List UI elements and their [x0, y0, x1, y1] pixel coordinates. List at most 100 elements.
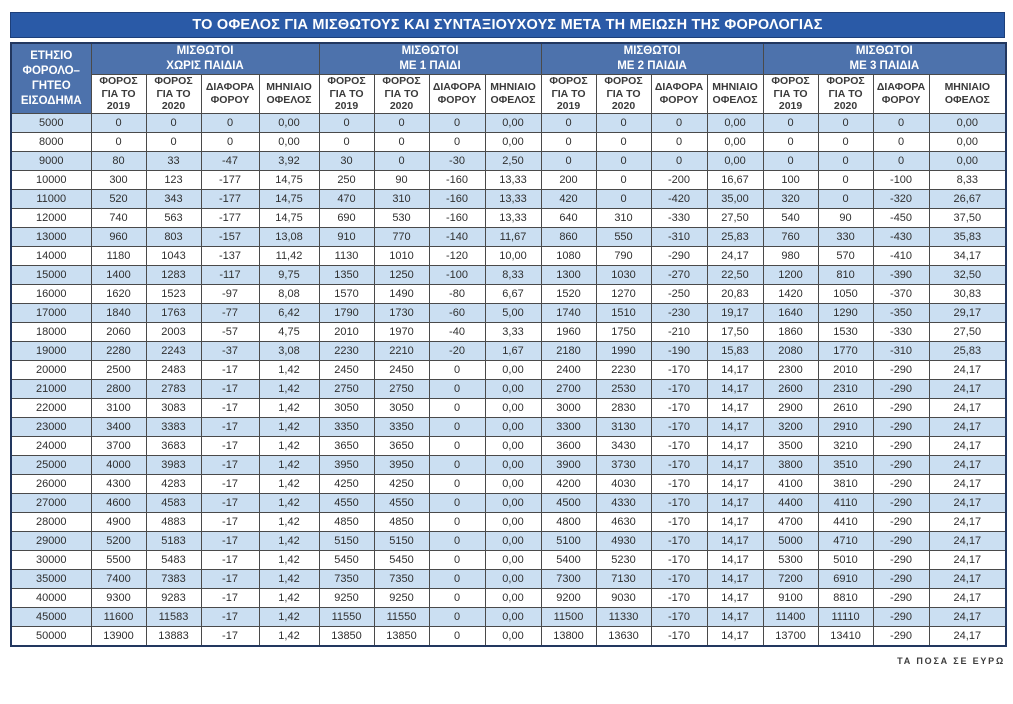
value-cell: 1300: [540, 265, 597, 286]
value-cell: -170: [650, 398, 708, 419]
value-cell: 4410: [817, 512, 874, 533]
value-cell: 123: [145, 170, 202, 191]
table-row: 13000 960 803 -157 13,08 910 770 -140 11,67 860 55…: [10, 227, 1007, 248]
value-cell: 4330: [595, 493, 652, 514]
sub-header: ΦΟΡΟΣ ΓΙΑ ΤΟ 2020: [817, 73, 874, 115]
value-cell: 13630: [595, 626, 652, 647]
value-cell: 3900: [540, 455, 597, 476]
value-cell: 14,17: [706, 379, 764, 400]
value-cell: 0: [817, 151, 874, 172]
value-cell: 2310: [817, 379, 874, 400]
value-cell: 5000: [762, 531, 819, 552]
value-cell: -17: [200, 455, 260, 476]
value-cell: 14,17: [706, 607, 764, 628]
value-cell: 0: [762, 113, 819, 134]
value-cell: 0,00: [484, 113, 542, 134]
value-cell: 803: [145, 227, 202, 248]
value-cell: 0: [595, 151, 652, 172]
value-cell: 0: [145, 113, 202, 134]
sub-header: ΔΙΑΦΟΡΑ ΦΟΡΟΥ: [200, 73, 260, 115]
value-cell: 5100: [540, 531, 597, 552]
value-cell: 0: [428, 113, 486, 134]
value-cell: 2060: [90, 322, 147, 343]
value-cell: 3650: [318, 436, 375, 457]
value-cell: -160: [428, 208, 486, 229]
value-cell: 200: [540, 170, 597, 191]
value-cell: 790: [595, 246, 652, 267]
value-cell: -290: [650, 246, 708, 267]
value-cell: -170: [650, 569, 708, 590]
value-cell: 24,17: [928, 436, 1007, 457]
value-cell: 3650: [373, 436, 430, 457]
table-row: 26000 4300 4283 -17 1,42 4250 4250 0 0,00 4200 403…: [10, 474, 1007, 495]
value-cell: 10,00: [484, 246, 542, 267]
value-cell: 0: [428, 417, 486, 438]
value-cell: 1,42: [258, 474, 320, 495]
value-cell: -410: [872, 246, 930, 267]
value-cell: -290: [872, 588, 930, 609]
value-cell: 4500: [540, 493, 597, 514]
value-cell: 0: [90, 132, 147, 153]
value-cell: -230: [650, 303, 708, 324]
value-cell: 30: [318, 151, 375, 172]
income-cell: 14000: [10, 246, 92, 267]
value-cell: -177: [200, 208, 260, 229]
value-cell: 24,17: [928, 569, 1007, 590]
value-cell: 2230: [318, 341, 375, 362]
value-cell: -17: [200, 569, 260, 590]
value-cell: 11500: [540, 607, 597, 628]
income-cell: 35000: [10, 569, 92, 590]
value-cell: 13,08: [258, 227, 320, 248]
value-cell: -157: [200, 227, 260, 248]
value-cell: 0: [428, 569, 486, 590]
value-cell: 9250: [318, 588, 375, 609]
value-cell: -100: [872, 170, 930, 191]
value-cell: 24,17: [928, 512, 1007, 533]
value-cell: 810: [817, 265, 874, 286]
value-cell: 0,00: [484, 550, 542, 571]
value-cell: 3500: [762, 436, 819, 457]
value-cell: -290: [872, 531, 930, 552]
table-row: 17000 1840 1763 -77 6,42 1790 1730 -60 5,00 1740 1…: [10, 303, 1007, 324]
sub-header: ΜΗΝΙΑΙΟ ΟΦΕΛΟΣ: [484, 73, 542, 115]
value-cell: -290: [872, 360, 930, 381]
value-cell: 1043: [145, 246, 202, 267]
table-row: 9000 80 33 -47 3,92 30 0 -30 2,50 0 0 0 0,00 0 0 0 0,00: [10, 151, 1007, 172]
value-cell: 22,50: [706, 265, 764, 286]
value-cell: 2910: [817, 417, 874, 438]
value-cell: 1570: [318, 284, 375, 305]
value-cell: 1290: [817, 303, 874, 324]
value-cell: -37: [200, 341, 260, 362]
value-cell: 9250: [373, 588, 430, 609]
value-cell: 910: [318, 227, 375, 248]
value-cell: 7130: [595, 569, 652, 590]
value-cell: 1740: [540, 303, 597, 324]
value-cell: 80: [90, 151, 147, 172]
income-cell: 22000: [10, 398, 92, 419]
value-cell: 6,42: [258, 303, 320, 324]
value-cell: 1350: [318, 265, 375, 286]
value-cell: 690: [318, 208, 375, 229]
value-cell: 3700: [90, 436, 147, 457]
table-row: 50000 13900 13883 -17 1,42 13850 13850 0 0,00 138…: [10, 626, 1007, 647]
value-cell: -270: [650, 265, 708, 286]
income-cell: 26000: [10, 474, 92, 495]
value-cell: 6,67: [484, 284, 542, 305]
value-cell: 0: [318, 113, 375, 134]
value-cell: -17: [200, 417, 260, 438]
value-cell: 5150: [373, 531, 430, 552]
value-cell: 1490: [373, 284, 430, 305]
value-cell: -17: [200, 493, 260, 514]
value-cell: 3683: [145, 436, 202, 457]
value-cell: 16,67: [706, 170, 764, 191]
value-cell: 0: [428, 512, 486, 533]
value-cell: 0,00: [484, 512, 542, 533]
table-header: ΕΤΗΣΙΟ ΦΟΡΟΛΟ– ΓΗΤΕΟ ΕΙΣΟΔΗΜΑ ΜΙΣΘΩΤΟΙ Χ…: [10, 42, 1007, 115]
value-cell: -290: [872, 626, 930, 647]
value-cell: 4900: [90, 512, 147, 533]
income-cell: 25000: [10, 455, 92, 476]
value-cell: -17: [200, 588, 260, 609]
value-cell: -310: [650, 227, 708, 248]
units-note: ΤΑ ΠΟΣΑ ΣΕ ΕΥΡΩ: [897, 656, 1005, 667]
value-cell: 0: [373, 113, 430, 134]
